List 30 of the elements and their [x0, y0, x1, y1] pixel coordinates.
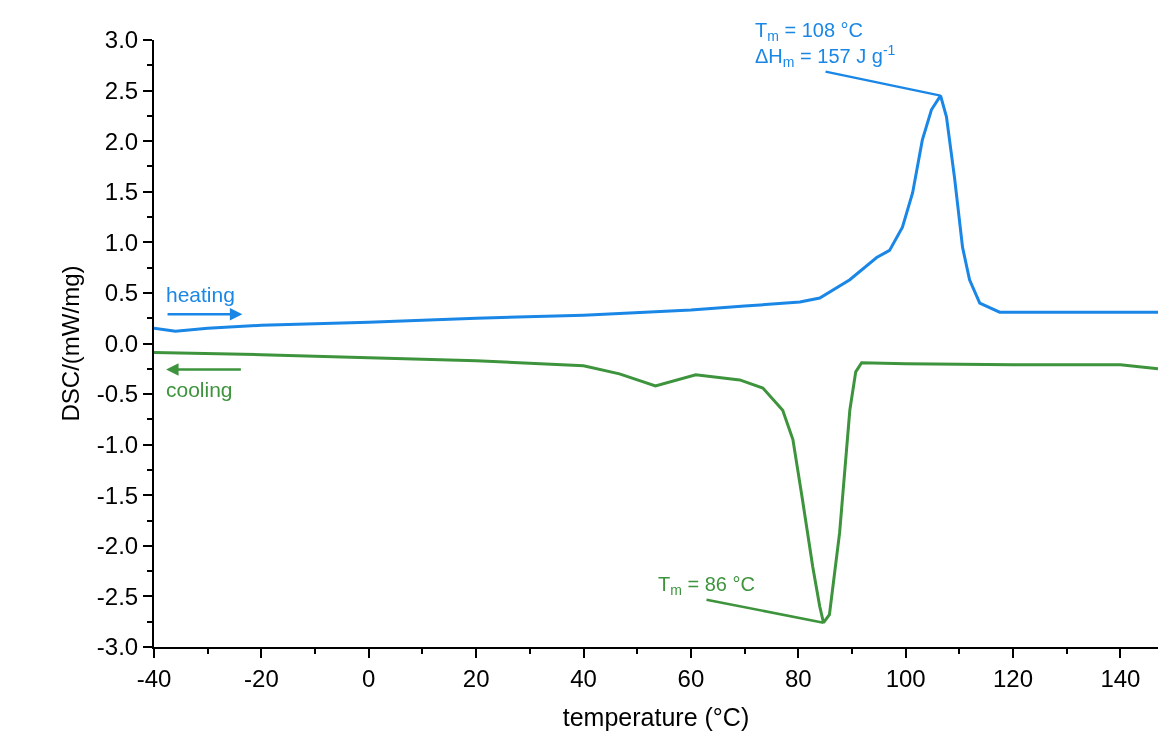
x-axis-title: temperature (°C) — [562, 703, 750, 732]
x-tick-label: -20 — [244, 664, 279, 692]
x-tick-label: 40 — [570, 664, 597, 692]
annotation: heating — [166, 283, 235, 306]
x-tick-label: 140 — [1100, 664, 1141, 692]
y-tick-label: -3.0 — [96, 633, 139, 661]
y-tick-label: -2.5 — [96, 582, 139, 610]
annotation: T$_{m}$ = 86 °C — [658, 573, 755, 599]
x-tick-label: 80 — [784, 664, 812, 692]
y-tick-label: -0.5 — [96, 380, 139, 408]
line-series — [154, 351, 1158, 625]
y-tick-label: 0.0 — [104, 329, 139, 357]
x-tick-label: 0 — [362, 664, 376, 692]
y-axis-title: DSC/(mW/mg) — [57, 265, 85, 422]
y-tick-label: 3.0 — [104, 26, 139, 54]
x-tick-label: 60 — [677, 664, 705, 692]
y-tick-label: -1.0 — [96, 431, 139, 459]
x-tick-label: -40 — [136, 664, 172, 692]
y-tick-label: -1.5 — [96, 481, 139, 509]
annotation: cooling — [166, 378, 233, 401]
y-tick-label: 2.5 — [104, 76, 139, 104]
y-tick-label: 2.0 — [104, 127, 139, 155]
y-tick-label: 1.5 — [104, 178, 139, 206]
y-tick-label: 1.0 — [104, 228, 139, 256]
x-tick-label: 100 — [885, 664, 926, 692]
annotation: T$_{m}$ = 108 °C ΔH$_{m}$ = 157 J g$^{-1}$ — [755, 19, 896, 71]
x-tick-label: 20 — [462, 664, 490, 692]
x-tick-label: 120 — [993, 664, 1034, 692]
y-tick-label: -2.0 — [96, 532, 139, 560]
y-tick-label: 0.5 — [104, 279, 139, 307]
